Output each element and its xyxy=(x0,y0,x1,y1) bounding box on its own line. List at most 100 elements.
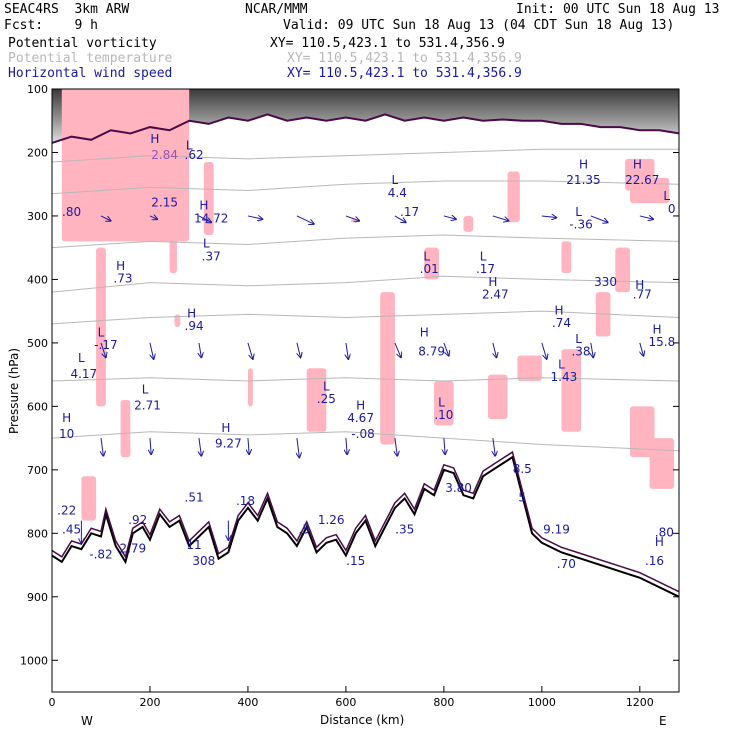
contour-label: 330 xyxy=(594,275,617,289)
wind-vector xyxy=(150,438,151,454)
contour-label: 308 xyxy=(192,554,215,568)
terrain-line xyxy=(52,455,679,598)
isentrope-line xyxy=(52,180,679,195)
contour-label: 15.8 xyxy=(648,335,675,349)
contour-label: H xyxy=(62,411,71,425)
wind-vector xyxy=(492,215,509,221)
wind-vector xyxy=(297,438,299,457)
contour-label: L xyxy=(480,249,487,263)
wind-vector xyxy=(100,215,111,221)
contour-label: H xyxy=(199,199,208,213)
contour-label: -.17 xyxy=(94,338,117,352)
contour-label: 8.79 xyxy=(418,345,445,359)
contour-label: 3.80 xyxy=(445,481,472,495)
x-tick-label: 1200 xyxy=(626,696,654,709)
field-xy-theta: XY= 110.5,423.1 to 531.4,356.9 xyxy=(287,51,522,66)
init-time: Init: 00 UTC Sun 18 Aug 13 xyxy=(516,2,720,17)
y-tick-label: 500 xyxy=(27,337,48,350)
wind-vector xyxy=(394,342,401,357)
contour-label: .18 xyxy=(236,494,255,508)
contour-label: .80 xyxy=(62,205,81,219)
wind-vector xyxy=(247,216,262,219)
pv-patch xyxy=(487,374,508,420)
pv-patch xyxy=(380,292,395,445)
contour-label: .62 xyxy=(185,148,204,162)
wind-vector xyxy=(346,438,347,454)
contour-label: .35 xyxy=(395,522,414,536)
contour-label: H xyxy=(150,132,159,146)
tropopause-pv-contour xyxy=(52,113,679,144)
x-tick-label: 800 xyxy=(433,696,454,709)
wind-vector xyxy=(149,216,157,219)
contour-label: L xyxy=(392,173,399,187)
wind-vector xyxy=(541,216,556,218)
pv-patch xyxy=(174,314,181,328)
contour-label: L xyxy=(663,189,670,203)
contour-label: .45 xyxy=(62,522,81,536)
contour-label: 1.43 xyxy=(551,370,578,384)
contour-label: L xyxy=(142,383,149,397)
y-tick-label: 200 xyxy=(27,146,48,159)
wind-vector xyxy=(149,342,154,359)
pv-patch xyxy=(463,215,474,232)
pv-patch xyxy=(61,89,190,242)
org-label: NCAR/MMM xyxy=(245,2,308,17)
x-tick-label: 600 xyxy=(335,696,356,709)
contour-label: 2.84 xyxy=(151,148,178,162)
y-tick-label: 300 xyxy=(27,210,48,223)
wind-vector xyxy=(100,342,106,357)
wind-vector xyxy=(101,438,103,456)
contour-label: .80 xyxy=(655,525,674,539)
y-axis-title: Pressure (hPa) xyxy=(7,347,22,435)
terrain-fill xyxy=(52,457,679,692)
contour-label: 0 xyxy=(668,202,676,216)
contour-label: .51 xyxy=(185,491,204,505)
contour-label: 4.67 xyxy=(347,411,374,425)
contour-label: L xyxy=(438,395,445,409)
contour-label: L xyxy=(78,351,85,365)
wind-vector xyxy=(248,438,249,454)
wind-vector xyxy=(640,342,644,356)
pv-patch xyxy=(125,89,146,159)
forecast-hour: Fcst: 9 h xyxy=(4,18,98,33)
isentrope-line xyxy=(52,431,679,452)
wind-vector xyxy=(591,342,593,357)
wind-vector xyxy=(394,215,406,222)
contour-label: 2.79 xyxy=(119,541,146,555)
contour-label: H xyxy=(356,399,365,413)
contour-label: H xyxy=(116,259,125,273)
contour-label: .16 xyxy=(645,554,664,568)
contour-label: -.08 xyxy=(351,427,374,441)
contour-label: 10 xyxy=(59,427,74,441)
contour-label: .77 xyxy=(633,287,652,301)
contour-label: 5 xyxy=(518,491,526,505)
contour-label: .92 xyxy=(128,513,147,527)
contour-label: L xyxy=(575,205,582,219)
pv-patch xyxy=(306,368,327,432)
pv-patch xyxy=(120,400,131,458)
west-label: W xyxy=(81,714,93,728)
isentrope-line xyxy=(52,377,679,382)
valid-time: Valid: 09 UTC Sun 18 Aug 13 (04 CDT Sun … xyxy=(283,18,675,33)
wind-vector xyxy=(639,216,653,219)
field-label-pv: Potential vorticity xyxy=(8,36,157,51)
contour-label: 4.4 xyxy=(388,186,407,200)
contour-label: L xyxy=(423,249,430,263)
field-label-wind: Horizontal wind speed xyxy=(8,66,173,81)
y-tick-label: 1000 xyxy=(20,654,48,667)
wind-vector xyxy=(199,438,201,456)
x-tick-label: 200 xyxy=(139,696,160,709)
wind-vector xyxy=(247,342,253,359)
x-tick-label: 400 xyxy=(237,696,258,709)
contour-label: .73 xyxy=(113,272,132,286)
wind-vector xyxy=(493,438,495,456)
contour-label: .70 xyxy=(557,557,576,571)
wind-vector xyxy=(345,215,359,221)
pv-patch xyxy=(247,368,253,407)
contour-label: 1.26 xyxy=(318,513,345,527)
x-axis-title: Distance (km) xyxy=(320,713,405,727)
contour-label: .17 xyxy=(400,205,419,219)
pv-patch xyxy=(517,355,542,381)
contour-label: 9.27 xyxy=(215,437,242,451)
